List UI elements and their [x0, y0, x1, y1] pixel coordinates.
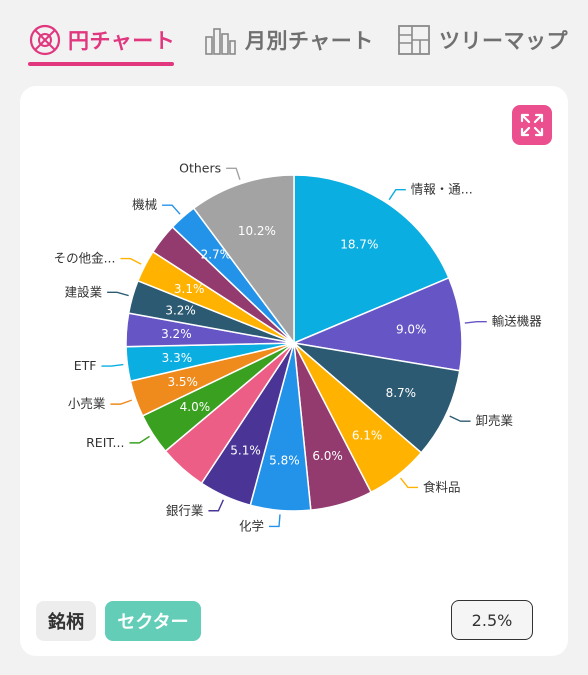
slice-category-label: 銀行業	[166, 503, 204, 518]
tab-treemap[interactable]: ツリーマップ	[397, 18, 568, 62]
leader-line	[388, 189, 406, 201]
leader-line	[110, 399, 132, 405]
expand-icon	[520, 113, 544, 137]
pie-slice[interactable]	[291, 276, 463, 372]
slice-category-label: REIT...	[86, 435, 124, 450]
threshold-display[interactable]: 2.5%	[451, 600, 533, 640]
slice-value-label: 2.7%	[201, 248, 232, 262]
sector-toggle-button[interactable]: セクター	[105, 601, 201, 641]
slice-category-label: 小売業	[68, 396, 106, 411]
tab-label: ツリーマップ	[439, 29, 568, 53]
tab-label: 月別チャート	[245, 29, 374, 53]
slice-category-label: その他金...	[54, 251, 116, 266]
leader-line	[226, 167, 241, 180]
slice-value-label: 3.3%	[162, 351, 193, 365]
slice-value-label: 9.0%	[396, 322, 427, 336]
pie-slice[interactable]	[293, 174, 450, 345]
pie-slice[interactable]	[192, 174, 295, 346]
slice-category-label: 化学	[239, 518, 264, 533]
leader-line	[107, 291, 129, 297]
tab-pie-chart[interactable]: 円チャート	[28, 18, 175, 62]
leader-line	[464, 321, 487, 324]
slice-value-label: 3.5%	[167, 375, 198, 389]
leader-line	[399, 477, 418, 489]
slice-value-label: 6.1%	[352, 429, 383, 443]
pie-slice[interactable]	[291, 341, 461, 454]
slice-value-label: 6.0%	[312, 449, 343, 463]
slice-value-label: 3.2%	[161, 327, 192, 341]
bar-chart-icon	[205, 28, 236, 55]
slice-category-label: 食料品	[423, 479, 461, 494]
slice-value-label: 18.7%	[340, 238, 378, 252]
slice-value-label: 4.0%	[180, 400, 211, 414]
leader-line	[162, 204, 181, 215]
leader-line	[129, 435, 150, 444]
slice-value-label: 3.1%	[174, 282, 205, 296]
leader-line	[101, 363, 124, 367]
slice-category-label: 情報・通...	[411, 182, 473, 197]
treemap-icon	[398, 25, 430, 55]
slice-value-label: 10.2%	[238, 224, 276, 238]
slice-value-label: 3.2%	[165, 303, 196, 317]
tab-monthly-chart[interactable]: 月別チャート	[203, 18, 374, 62]
tab-bar: 円チャート 月別チャート ツリーマップ	[0, 0, 588, 84]
leader-line	[120, 257, 142, 265]
slice-category-label: Others	[179, 160, 221, 175]
stock-toggle-button[interactable]: 銘柄	[36, 601, 96, 641]
leader-line	[449, 415, 471, 422]
slice-category-label: 輸送機器	[492, 314, 543, 329]
tab-label: 円チャート	[68, 29, 176, 53]
leader-line	[269, 514, 281, 528]
expand-button[interactable]	[512, 105, 552, 145]
slice-value-label: 5.1%	[230, 444, 261, 458]
pie-chart-icon	[29, 24, 61, 56]
slice-category-label: ETF	[74, 358, 97, 373]
slice-category-label: 建設業	[65, 284, 103, 299]
slice-category-label: 卸売業	[476, 413, 514, 428]
active-tab-indicator	[28, 62, 174, 66]
leader-line	[208, 499, 224, 512]
slice-value-label: 8.7%	[386, 386, 417, 400]
slice-category-label: 機械	[132, 197, 158, 212]
slice-value-label: 5.8%	[269, 454, 300, 468]
